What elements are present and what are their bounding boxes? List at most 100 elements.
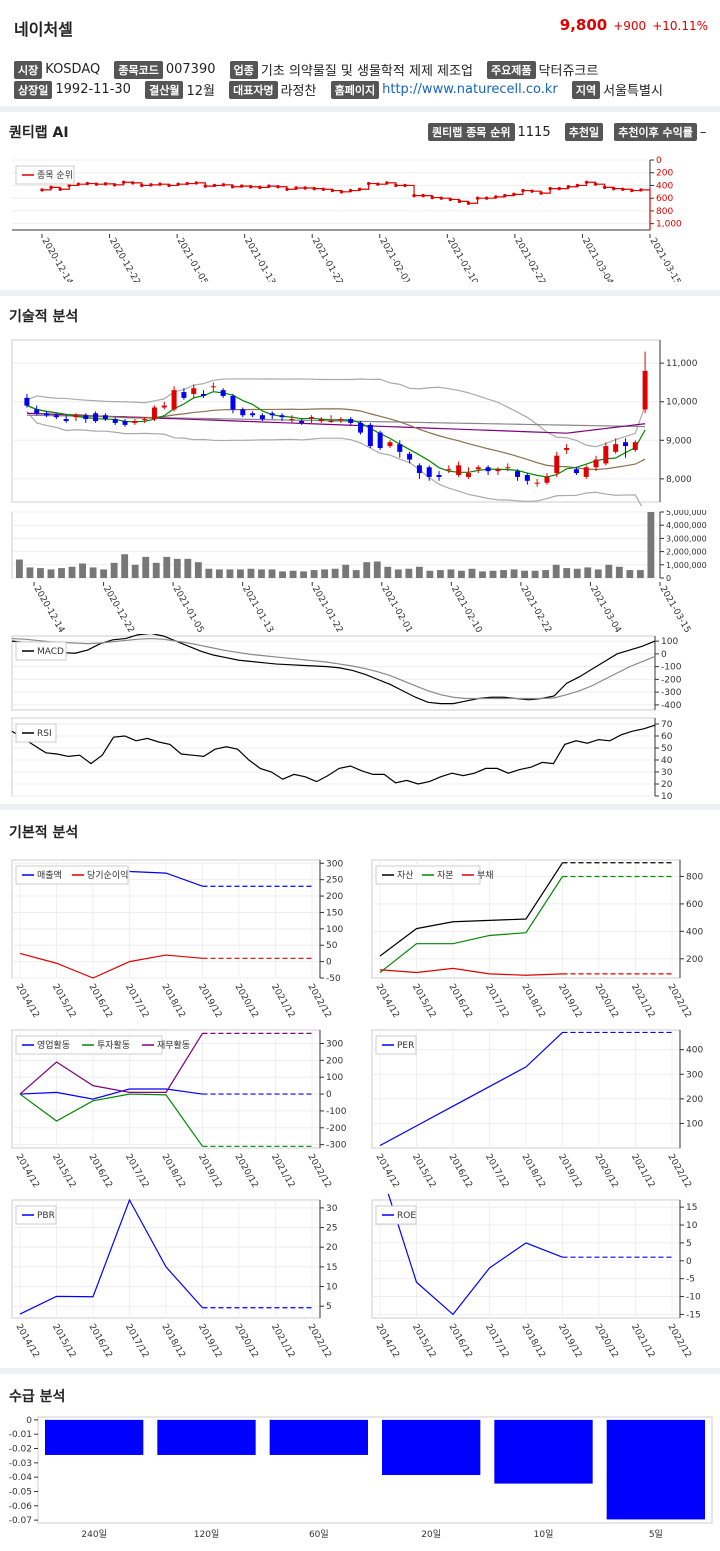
volume-bar bbox=[258, 569, 265, 578]
candle-body bbox=[387, 442, 393, 447]
y-tick-label: 600 bbox=[686, 900, 703, 910]
candle-body bbox=[240, 409, 246, 416]
rank-point bbox=[94, 182, 99, 186]
product-label: 주요제품 bbox=[487, 60, 536, 79]
y-tick-label: -50 bbox=[326, 974, 341, 984]
y-tick-label: 5,000,000 bbox=[666, 510, 707, 517]
x-tick-label: 2018/12 bbox=[519, 1323, 546, 1360]
y-tick-label: 600 bbox=[656, 194, 673, 204]
series-line bbox=[387, 1194, 563, 1316]
series-line bbox=[379, 862, 564, 957]
rank-point bbox=[366, 181, 371, 186]
volume-bar bbox=[215, 569, 223, 578]
y-tick-label: 200 bbox=[326, 1056, 343, 1066]
candle-body bbox=[338, 419, 344, 421]
y-tick-label: 15 bbox=[686, 1203, 697, 1213]
x-tick-label: 2020/12 bbox=[232, 1323, 259, 1360]
x-tick-label: 2018/12 bbox=[159, 983, 186, 1020]
rsi-line bbox=[11, 724, 656, 785]
x-tick-label: 2021-02-22 bbox=[518, 585, 553, 633]
y-tick-label: -100 bbox=[326, 1107, 347, 1117]
volume-bar bbox=[47, 569, 55, 578]
x-tick-label: 2019/12 bbox=[556, 983, 583, 1020]
candle-body bbox=[112, 419, 118, 423]
y-tick-label: 8,000 bbox=[666, 475, 692, 485]
info-row-2: 상장일 1992-11-30 결산월 12월 대표자명 라정찬 홈페이지 http://… bbox=[14, 80, 673, 99]
volume-bar bbox=[531, 570, 539, 578]
rank-point bbox=[176, 182, 180, 186]
candle-body bbox=[181, 392, 187, 398]
volume-bar bbox=[563, 568, 571, 578]
volume-bar bbox=[79, 563, 86, 578]
candle-body bbox=[83, 415, 89, 420]
candle-body bbox=[348, 419, 354, 423]
x-tick-label: 2018/12 bbox=[159, 1153, 186, 1190]
y-tick-label: 100 bbox=[686, 1119, 703, 1129]
rank-point bbox=[548, 186, 552, 191]
legend-label: 재무활동 bbox=[157, 1039, 190, 1051]
y-tick-label: -200 bbox=[326, 1124, 347, 1134]
y-tick-label: 25 bbox=[326, 1224, 337, 1234]
legend-label: 종목 순위 bbox=[37, 170, 73, 181]
x-tick-label: 2021-03-15 bbox=[647, 237, 682, 283]
rank-point bbox=[430, 195, 434, 200]
volume-bar bbox=[373, 561, 381, 578]
y-tick-label: 300 bbox=[686, 1070, 703, 1080]
x-tick-label: 2021-02-01 bbox=[377, 237, 412, 283]
rank-point bbox=[439, 196, 443, 200]
bollinger-lower-line bbox=[26, 410, 643, 506]
legend-label: MACD bbox=[37, 647, 64, 657]
volume-bar bbox=[268, 569, 276, 578]
candle-body bbox=[201, 394, 207, 396]
volume-bar bbox=[37, 568, 44, 578]
rank-point bbox=[203, 184, 208, 188]
rank-point bbox=[566, 185, 571, 189]
rank-point bbox=[194, 181, 198, 185]
x-tick-label: 2014/12 bbox=[13, 983, 40, 1020]
legend-box bbox=[375, 1205, 417, 1225]
y-tick-label: 30 bbox=[661, 768, 673, 778]
rank-point bbox=[58, 187, 62, 191]
x-tick-label: 2021-01-22 bbox=[310, 237, 345, 283]
x-tick-label: 2017/12 bbox=[483, 1323, 510, 1360]
x-tick-label: 2020-12-22 bbox=[107, 237, 142, 283]
rank-point bbox=[412, 193, 416, 198]
volume-bar bbox=[300, 571, 308, 578]
y-tick-label: 0 bbox=[326, 958, 332, 968]
tech-title: 기술적 분석 bbox=[9, 309, 79, 325]
listed-value: 1992-11-30 bbox=[55, 82, 131, 97]
y-tick-label: 400 bbox=[686, 1046, 703, 1056]
market-label: 시장 bbox=[14, 60, 43, 79]
x-tick-label: 60일 bbox=[309, 1529, 329, 1540]
x-tick-label: 2022/12 bbox=[305, 1323, 332, 1360]
rank-value: 1115 bbox=[517, 124, 551, 140]
price-value: 9,800 bbox=[559, 16, 608, 34]
rank-point bbox=[85, 181, 90, 186]
info-row-1: 시장 KOSDAQ 종목코드 007390 업종 기초 의약물질 및 생물학적 제제 … bbox=[14, 60, 608, 79]
rank-point bbox=[40, 188, 44, 192]
legend-box bbox=[15, 641, 67, 661]
supply-card: 수급 분석 0 -0.01 -0.02 -0.03 -0.04 -0.05 -0.06 -0.… bbox=[0, 1374, 720, 1551]
rank-point bbox=[239, 184, 244, 188]
candle-body bbox=[259, 415, 265, 420]
y-tick-label: 400 bbox=[656, 181, 673, 191]
x-tick-label: 2015/12 bbox=[410, 1153, 437, 1190]
volume-bar bbox=[89, 567, 97, 578]
volume-bar bbox=[331, 568, 339, 578]
rank-point bbox=[385, 181, 389, 185]
series-line bbox=[379, 876, 564, 973]
y-tick-label: 30 bbox=[326, 1204, 338, 1214]
y-tick-label: 0 bbox=[326, 1090, 332, 1100]
y-tick-label: -0.06 bbox=[9, 1502, 33, 1512]
y-tick-label: -0.02 bbox=[9, 1445, 32, 1455]
x-tick-label: 2014/12 bbox=[373, 983, 400, 1020]
homepage-link[interactable]: http://www.naturecell.co.kr bbox=[382, 82, 558, 97]
legend-label: 부채 bbox=[477, 870, 494, 881]
legend-label: 자산 bbox=[397, 870, 414, 881]
x-tick-label: 2021-02-10 bbox=[449, 585, 484, 633]
volume-bar bbox=[468, 568, 476, 578]
ma60-line bbox=[26, 412, 646, 434]
y-tick-label: 60 bbox=[661, 732, 673, 742]
x-tick-label: 2016/12 bbox=[446, 1323, 473, 1360]
fiscal-label: 결산월 bbox=[145, 80, 184, 99]
